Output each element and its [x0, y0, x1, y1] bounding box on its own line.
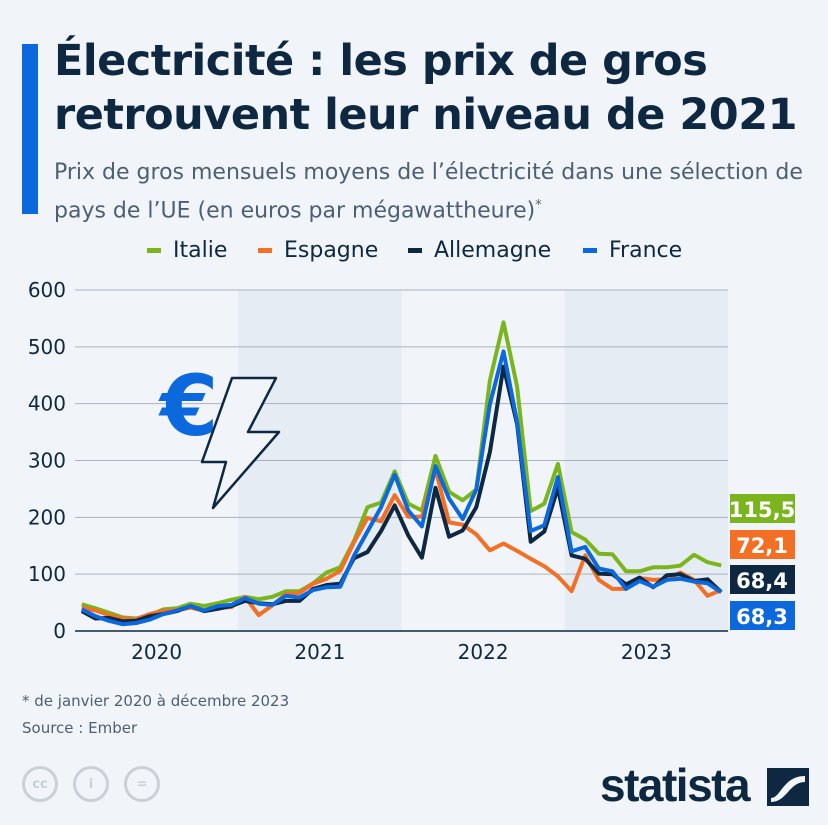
y-tick-label: 300 — [28, 449, 66, 473]
by-icon: i — [73, 766, 109, 802]
y-tick-label: 200 — [28, 505, 66, 529]
end-label-espagne: 72,1 — [736, 534, 788, 558]
legend-label: Espagne — [284, 238, 379, 263]
subtitle-footnote-mark: * — [535, 198, 542, 213]
end-label-box — [730, 530, 795, 559]
source: Source : Ember — [22, 719, 138, 737]
legend-label: Allemagne — [434, 238, 552, 263]
y-tick-label: 0 — [53, 619, 66, 643]
legend-item-allemagne: Allemagne — [408, 238, 551, 263]
y-tick-label: 400 — [28, 392, 66, 416]
footnote: * de janvier 2020 à décembre 2023 — [22, 692, 290, 710]
legend-label: Italie — [173, 238, 228, 263]
legend-item-espagne: Espagne — [258, 238, 378, 263]
lightning-icon — [200, 376, 281, 510]
end-label-allemagne: 68,4 — [736, 569, 788, 593]
legend-marker — [147, 248, 161, 253]
end-label-italie: 115,5 — [729, 498, 795, 522]
y-tick-label: 500 — [28, 335, 66, 359]
legend-label: France — [609, 238, 683, 263]
euro-icon: € — [158, 357, 218, 455]
x-tick-label: 2020 — [131, 640, 182, 664]
end-label-box — [730, 565, 795, 594]
legend: Italie Espagne Allemagne France — [0, 238, 828, 268]
legend-marker — [408, 248, 422, 253]
legend-marker — [583, 248, 597, 253]
statista-logo-mark-icon — [767, 768, 809, 806]
chart-title: Électricité : les prix de gros retrouven… — [54, 36, 798, 140]
legend-marker — [258, 248, 272, 253]
cc-icon: cc — [22, 766, 58, 802]
x-tick-label: 2022 — [458, 640, 509, 664]
subtitle-text: Prix de gros mensuels moyens de l’électr… — [54, 160, 803, 224]
legend-item-france: France — [583, 238, 682, 263]
x-tick-label: 2021 — [294, 640, 345, 664]
y-tick-label: 100 — [28, 562, 66, 586]
end-label-box — [730, 601, 795, 630]
chart-subtitle: Prix de gros mensuels moyens de l’électr… — [54, 156, 824, 227]
end-label-box — [730, 494, 795, 523]
accent-bar — [22, 44, 38, 214]
end-label-france: 68,3 — [736, 605, 788, 629]
nd-icon: = — [124, 766, 160, 802]
x-tick-label: 2023 — [621, 640, 672, 664]
y-tick-label: 600 — [28, 278, 66, 302]
series-line-france — [80, 349, 723, 627]
legend-item-italie: Italie — [147, 238, 227, 263]
statista-logo: statista — [600, 759, 751, 811]
